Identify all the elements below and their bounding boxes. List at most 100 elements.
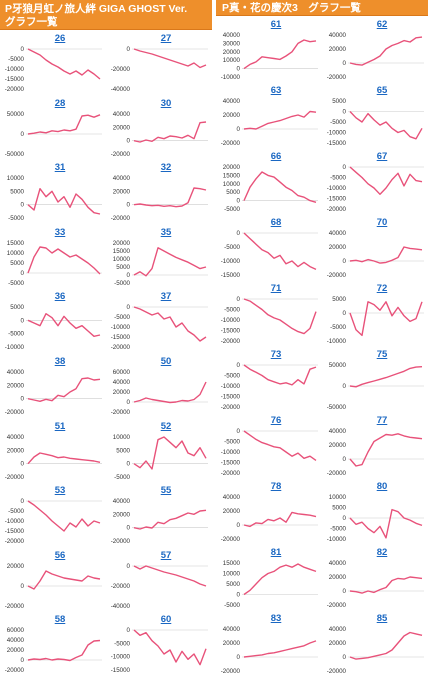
- y-tick-label: -5000: [224, 244, 240, 251]
- chart-number-link[interactable]: 30: [160, 97, 172, 109]
- y-tick-label: -50000: [327, 404, 347, 410]
- y-tick-label: -20000: [221, 470, 241, 476]
- line-chart: 40000 20000 0 -20000: [221, 626, 318, 674]
- chart-number-link[interactable]: 33: [54, 226, 66, 238]
- chart-number-link[interactable]: 52: [160, 420, 172, 432]
- chart-number-link[interactable]: 80: [376, 481, 388, 492]
- line-chart: 50000 0 -50000: [327, 362, 424, 410]
- chart-number-link[interactable]: 58: [54, 614, 66, 626]
- y-tick-label: -5000: [224, 439, 240, 446]
- chart-number-link[interactable]: 27: [160, 33, 172, 44]
- chart-number-link[interactable]: 28: [54, 97, 66, 109]
- chart-56: 56 20000 0 -20000: [0, 549, 106, 609]
- chart-number-link[interactable]: 55: [160, 485, 172, 497]
- chart-number-link[interactable]: 31: [54, 162, 66, 174]
- y-tick-label: -15000: [221, 328, 241, 335]
- chart-number-link[interactable]: 65: [376, 85, 388, 96]
- y-tick-label: 30000: [223, 40, 241, 47]
- series-line: [133, 48, 207, 69]
- y-tick-label: -10000: [221, 317, 241, 324]
- y-tick-label: 10000: [329, 494, 347, 501]
- y-tick-label: -20000: [111, 538, 131, 544]
- y-tick-label: 40000: [329, 626, 347, 633]
- y-tick-label: 40000: [329, 560, 347, 567]
- chart-57: 57 0 -20000 -40000: [106, 549, 212, 609]
- line-chart: 0 -5000 -10000 -15000 -20000: [221, 428, 318, 476]
- chart-55: 55 40000 20000 0 -20000: [106, 484, 212, 544]
- chart-number-link[interactable]: 66: [270, 151, 282, 162]
- chart-number-link[interactable]: 62: [376, 19, 388, 30]
- y-tick-label: 40000: [7, 369, 25, 376]
- chart-67: 67 0 -5000 -10000 -15000 -20000: [322, 150, 428, 212]
- series-line: [243, 511, 317, 528]
- chart-number-link[interactable]: 75: [376, 349, 388, 360]
- line-chart: 60000 40000 20000 0 -20000: [5, 627, 102, 673]
- y-tick-label: 0: [127, 525, 131, 532]
- chart-number-link[interactable]: 61: [270, 19, 282, 30]
- chart-number-link[interactable]: 38: [54, 356, 66, 367]
- y-tick-label: 40000: [329, 428, 347, 435]
- line-chart: 0 -5000 -10000 -15000: [111, 627, 208, 673]
- series-line: [133, 629, 207, 666]
- y-tick-label: -20000: [221, 536, 241, 542]
- chart-number-link[interactable]: 81: [270, 547, 282, 558]
- y-tick-label: -15000: [327, 196, 347, 203]
- chart-number-link[interactable]: 50: [160, 356, 172, 367]
- y-tick-label: -5000: [8, 215, 24, 221]
- series-line: [243, 39, 317, 70]
- chart-33: 33 15000 10000 5000 0 -5000: [0, 226, 106, 286]
- y-tick-label: 10000: [223, 57, 241, 64]
- line-chart: 0 -5000 -10000 -15000 -20000: [5, 46, 102, 92]
- y-tick-label: 0: [127, 399, 131, 406]
- chart-number-link[interactable]: 57: [160, 549, 172, 561]
- chart-number-link[interactable]: 60: [160, 614, 172, 626]
- chart-number-link[interactable]: 36: [54, 291, 66, 303]
- chart-number-link[interactable]: 56: [54, 549, 66, 561]
- chart-number-link[interactable]: 26: [54, 33, 66, 44]
- series-line: [349, 366, 423, 388]
- y-tick-label: 10000: [113, 256, 131, 263]
- chart-number-link[interactable]: 63: [270, 85, 282, 96]
- chart-number-link[interactable]: 85: [376, 613, 388, 624]
- y-tick-label: 60000: [113, 369, 131, 376]
- y-tick-label: 5000: [10, 189, 24, 196]
- chart-73: 73 0 -5000 -10000 -15000 -20000: [216, 348, 322, 410]
- chart-71: 71 0 -5000 -10000 -15000 -20000: [216, 282, 322, 344]
- chart-number-link[interactable]: 51: [54, 420, 66, 432]
- chart-number-link[interactable]: 71: [270, 283, 282, 294]
- line-chart: 0 -5000 -10000 -15000 -20000: [111, 304, 208, 350]
- y-tick-label: 20000: [329, 46, 347, 53]
- y-tick-label: -10000: [111, 654, 131, 661]
- chart-number-link[interactable]: 73: [270, 349, 282, 360]
- chart-number-link[interactable]: 53: [54, 485, 66, 497]
- y-tick-label: -5000: [330, 175, 346, 182]
- y-tick-label: 0: [21, 318, 25, 325]
- chart-number-link[interactable]: 83: [270, 613, 282, 624]
- chart-36: 36 5000 0 -5000 -10000: [0, 290, 106, 350]
- y-tick-label: -20000: [221, 140, 241, 146]
- y-tick-label: 0: [127, 272, 131, 279]
- series-line: [243, 640, 317, 658]
- y-tick-label: -20000: [111, 66, 131, 73]
- chart-number-link[interactable]: 68: [270, 217, 282, 228]
- chart-number-link[interactable]: 78: [270, 481, 282, 492]
- y-tick-label: 5000: [332, 98, 346, 105]
- chart-number-link[interactable]: 72: [376, 283, 388, 294]
- chart-number-link[interactable]: 70: [376, 217, 388, 228]
- chart-number-link[interactable]: 82: [376, 547, 388, 558]
- chart-number-link[interactable]: 32: [160, 162, 172, 174]
- chart-number-link[interactable]: 76: [270, 415, 282, 426]
- y-tick-label: -10000: [221, 258, 241, 265]
- y-tick-label: 5000: [226, 581, 240, 588]
- y-tick-label: -15000: [327, 140, 347, 146]
- y-tick-label: -20000: [327, 668, 347, 674]
- y-tick-label: -5000: [330, 526, 346, 533]
- chart-number-link[interactable]: 35: [160, 226, 172, 238]
- chart-number-link[interactable]: 77: [376, 415, 388, 426]
- chart-number-link[interactable]: 37: [160, 291, 172, 303]
- line-chart: 20000 0 -20000: [5, 563, 102, 609]
- chart-number-link[interactable]: 67: [376, 151, 388, 162]
- y-tick-label: -5000: [224, 307, 240, 314]
- chart-26: 26 0 -5000 -10000 -15000 -20000: [0, 32, 106, 92]
